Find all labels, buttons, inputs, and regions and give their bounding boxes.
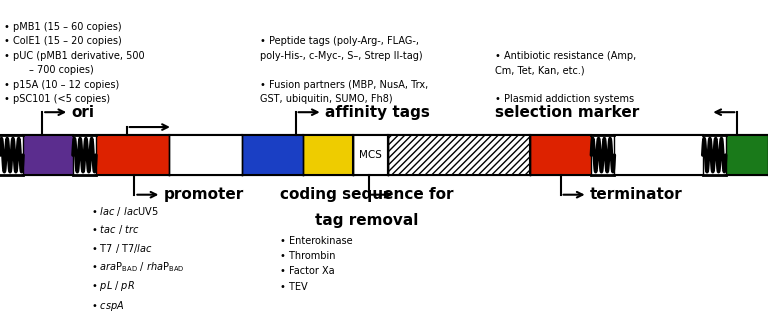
Bar	[0, 135, 23, 175]
Text: • Peptide tags (poly-Arg-, FLAG-,
poly-His-, c-Myc-, S–, Strep II-tag)

• Fusion: • Peptide tags (poly-Arg-, FLAG-, poly-H…	[260, 36, 428, 104]
Text: • Antibiotic resistance (Amp,
Cm, Tet, Kan, etc.)

• Plasmid addiction systems: • Antibiotic resistance (Amp, Cm, Tet, K…	[495, 51, 637, 104]
Bar	[388, 135, 530, 175]
Bar	[703, 135, 726, 175]
Bar	[242, 135, 303, 175]
Bar	[96, 135, 169, 175]
Bar	[169, 135, 242, 175]
Text: • pMB1 (15 – 60 copies)
• ColE1 (15 – 20 copies)
• pUC (pMB1 derivative, 500
   : • pMB1 (15 – 60 copies) • ColE1 (15 – 20…	[4, 22, 144, 104]
Text: terminator: terminator	[590, 187, 683, 202]
Bar	[530, 135, 591, 175]
Bar	[353, 135, 388, 175]
Bar	[303, 135, 353, 175]
Bar	[73, 135, 96, 175]
Bar	[591, 135, 614, 175]
Text: ori: ori	[71, 105, 94, 120]
Text: MCS: MCS	[359, 150, 382, 160]
Bar	[726, 135, 768, 175]
Bar	[23, 135, 73, 175]
Text: promoter: promoter	[164, 187, 243, 202]
Text: coding sequence for: coding sequence for	[280, 187, 454, 202]
Text: • Enterokinase
• Thrombin
• Factor Xa
• TEV: • Enterokinase • Thrombin • Factor Xa • …	[280, 236, 353, 291]
Text: affinity tags: affinity tags	[325, 105, 430, 120]
Text: selection marker: selection marker	[495, 105, 640, 120]
Text: • $\it{lac}$ / $\it{lac}$UV5
• $\it{tac}$ / $\it{trc}$
• T7 / T7/$\it{lac}$
• $\: • $\it{lac}$ / $\it{lac}$UV5 • $\it{tac}…	[91, 205, 184, 313]
Bar	[614, 135, 703, 175]
Text: tag removal: tag removal	[315, 213, 419, 228]
